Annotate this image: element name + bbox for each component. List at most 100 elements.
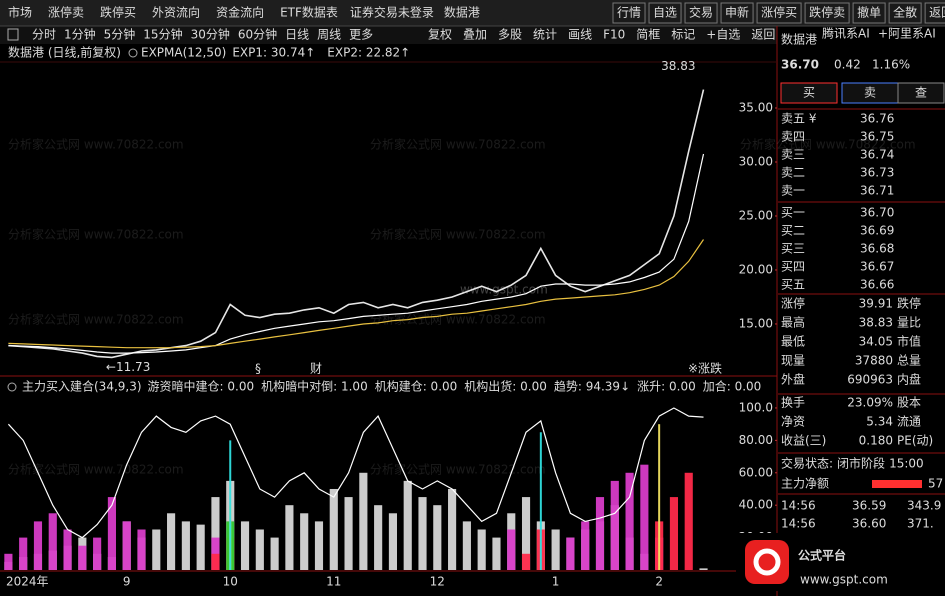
stat-label: 涨停	[781, 296, 805, 311]
x-tick-label: 12	[430, 575, 445, 589]
period-tab[interactable]: 分时	[32, 28, 56, 42]
menu-item[interactable]: 外资流向	[152, 5, 200, 20]
tool-button[interactable]: 叠加	[463, 28, 487, 42]
y-tick-label: 100.0	[739, 400, 773, 414]
stat-label: 股本	[897, 396, 921, 410]
net-bar	[872, 480, 922, 488]
tick-volume: 371.	[907, 517, 934, 531]
indicator-bar	[33, 521, 43, 570]
toolbar-button[interactable]	[720, 2, 754, 24]
tool-button[interactable]: 标记	[671, 28, 695, 42]
menu-item[interactable]: 资金流向	[216, 5, 264, 20]
period-tab[interactable]: 30分钟	[191, 27, 230, 42]
tick-price: 36.60	[852, 517, 886, 531]
menu-item[interactable]: 涨停卖	[48, 5, 84, 20]
menu-item[interactable]: 市场	[8, 5, 32, 20]
toolbar-button-label: 行情	[617, 6, 641, 20]
toolbar-button[interactable]	[756, 2, 802, 24]
tool-button[interactable]: 多股	[498, 28, 522, 42]
period-tab[interactable]: 5分钟	[104, 27, 136, 42]
tool-button[interactable]: 简框	[636, 28, 660, 42]
tool-button[interactable]: 复权	[428, 28, 452, 42]
period-tab[interactable]: 1分钟	[64, 27, 96, 42]
toolbar-button[interactable]	[888, 2, 922, 24]
toolbar-button-label: 交易	[689, 5, 713, 20]
x-tick-label: 11	[326, 575, 341, 589]
order-label: 卖五 ¥	[781, 112, 817, 126]
period-tab[interactable]: 周线	[317, 28, 341, 42]
order-price: 36.67	[860, 260, 894, 274]
y-tick-label: 80.00	[739, 433, 773, 447]
tool-button[interactable]: +自选	[706, 28, 740, 42]
indicator-bar	[240, 521, 250, 570]
indicator-bar	[152, 529, 161, 570]
toolbar-button[interactable]	[804, 2, 850, 24]
period-tab[interactable]: 60分钟	[238, 27, 277, 42]
icon	[7, 382, 17, 392]
trade-button-label: 买	[803, 86, 815, 100]
trade-button-label: 查	[915, 86, 927, 100]
toolbar-button[interactable]	[852, 2, 886, 24]
order-price: 36.69	[860, 224, 894, 238]
order-price: 36.66	[860, 278, 894, 292]
menu-item[interactable]: 跌停买	[100, 5, 136, 20]
period-tab[interactable]: 日线	[285, 28, 309, 42]
indicator-bar	[329, 488, 338, 570]
indicator-name: EXPMA(12,50)	[141, 46, 226, 60]
indicator-bar	[699, 568, 708, 570]
order-label: 卖二	[781, 166, 805, 180]
stat-value: 38.83	[859, 316, 893, 330]
watermark: 分析家公式网 www.70822.com	[370, 312, 546, 327]
tool-button[interactable]: 返回	[751, 28, 775, 42]
indicator-bar	[625, 472, 634, 570]
toolbar-button-label: 自选	[653, 6, 677, 20]
last-price: 36.70	[781, 58, 819, 72]
indicator-bar	[477, 529, 486, 570]
tool-button[interactable]: F10	[603, 28, 625, 42]
period-tab[interactable]: 更多	[349, 28, 373, 42]
net-label: 主力净额	[781, 477, 829, 491]
indicator-bar	[4, 553, 13, 570]
stat-label: 市值	[897, 334, 921, 349]
event-marker: ※涨跌	[688, 361, 722, 376]
toolbar-button[interactable]	[684, 2, 718, 24]
indicator-bar	[48, 513, 57, 570]
stat-label: 收益(三)	[781, 434, 826, 448]
indicator-bar	[137, 529, 146, 570]
stock-name: 数据港	[444, 5, 480, 20]
order-price: 36.74	[860, 148, 894, 162]
trade-button[interactable]	[897, 82, 945, 104]
series-line	[8, 153, 705, 354]
tool-button[interactable]: 统计	[533, 28, 557, 42]
x-tick-label: 2024年	[6, 575, 49, 589]
logo-name: 公式平台	[798, 548, 846, 563]
quote-name: 数据港	[781, 32, 817, 47]
indicator-bar	[492, 537, 501, 570]
trade-button[interactable]	[780, 82, 838, 104]
indicator-bar	[403, 480, 412, 570]
chart-title: 数据港 (日线,前复权)	[8, 45, 121, 60]
trade-status: 交易状态:	[781, 456, 833, 471]
watermark: 分析家公式网 www.70822.com	[740, 137, 916, 152]
x-tick-label: 2	[655, 575, 663, 589]
watermark: 分析家公式网 www.70822.com	[370, 137, 546, 152]
concept-tag[interactable]: 腾讯系AI	[822, 26, 870, 41]
trade-status: 15:00	[889, 457, 924, 471]
series-line	[8, 89, 705, 359]
x-tick-label: 1	[552, 575, 560, 589]
indicator-bar	[300, 513, 309, 570]
toolbar-button[interactable]	[612, 2, 646, 24]
toolbar-button-label: 跌停卖	[809, 5, 845, 20]
period-tab[interactable]: 15分钟	[143, 27, 182, 42]
watermark: 分析家公式网 www.70822.com	[8, 137, 184, 152]
toolbar-button[interactable]	[924, 2, 945, 24]
concept-tag[interactable]: +阿里系AI	[878, 27, 936, 41]
tool-button[interactable]: 画线	[568, 28, 592, 42]
menu-item[interactable]: ETF数据表	[280, 5, 338, 20]
toolbar-button[interactable]	[648, 2, 682, 24]
indicator-bar	[211, 497, 220, 570]
y-tick-label: 25.00	[739, 208, 773, 222]
series-line	[7, 407, 704, 539]
indicator-bar	[270, 537, 279, 570]
